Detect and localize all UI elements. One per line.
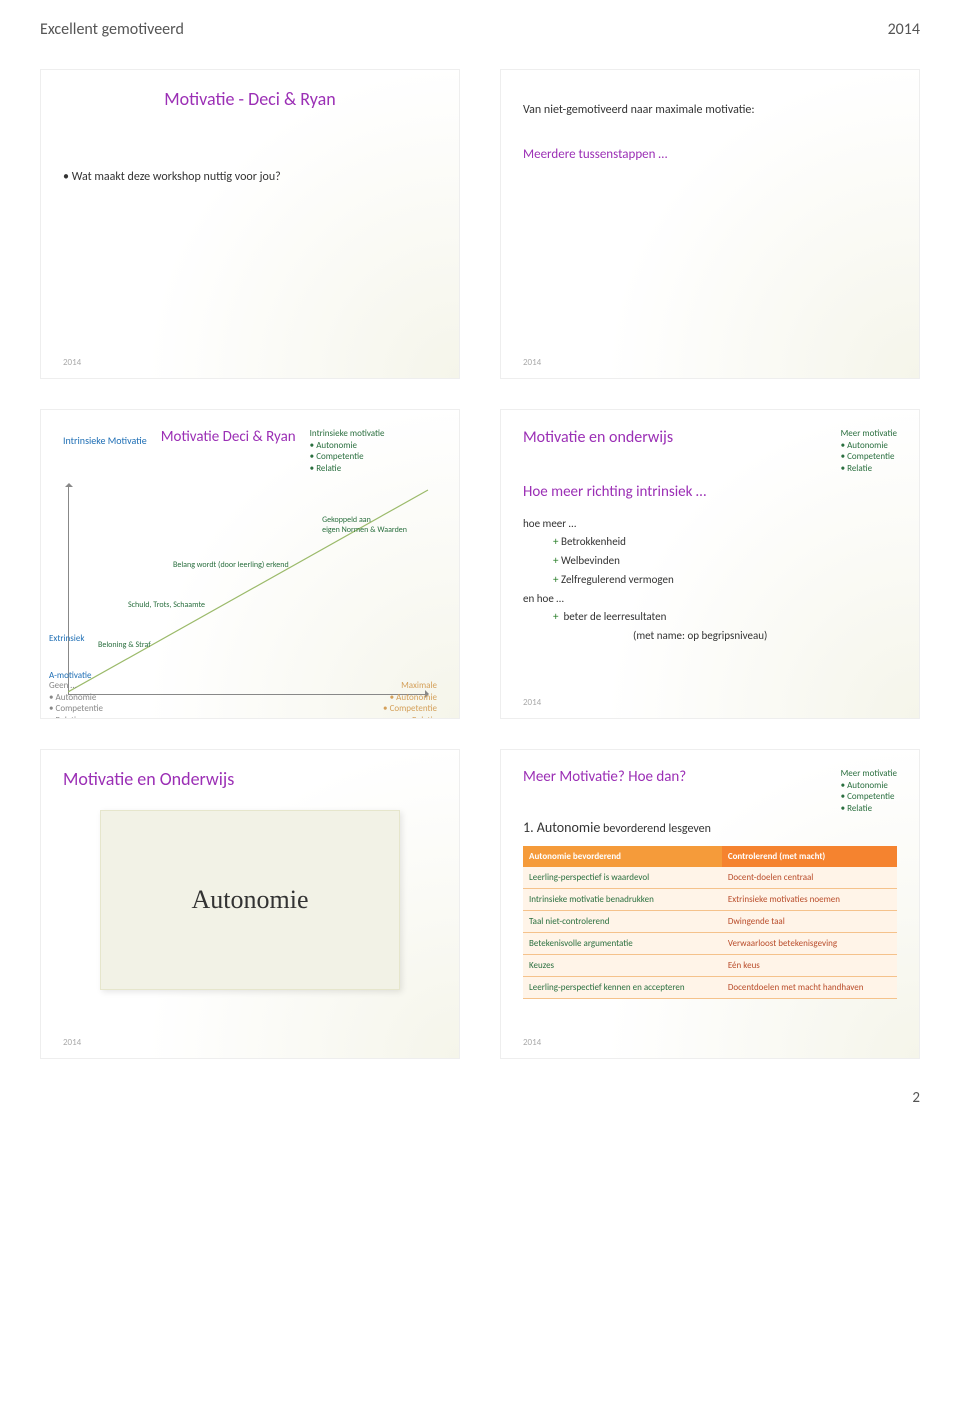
cell: Extrinsieke motivaties noemen (722, 888, 897, 910)
page-number: 2 (0, 1079, 960, 1127)
s6-year: 2014 (523, 1037, 541, 1048)
s3-top-label: Intrinsieke Motivatie (63, 434, 147, 447)
s3-geen-list: Geen … Autonomie Competentie Relatie (49, 680, 103, 719)
slide2-line2: Meerdere tussenstappen … (523, 147, 897, 162)
slides-grid: Motivatie - Deci & Ryan Wat maakt deze w… (0, 49, 960, 1079)
s3-max-list: Maximale Autonomie Competentie Relatie (383, 680, 437, 719)
s3-step4: Beloning & Straf (98, 640, 151, 650)
slide2-year: 2014 (523, 357, 541, 368)
s4-b4-text: beter de leerresultaten (563, 610, 666, 623)
s3-intr-list: Intrinsieke motivatie Autonomie Competen… (310, 428, 385, 475)
s5-box: Autonomie (100, 810, 399, 990)
s3-intr-l2: Competentie (310, 451, 385, 463)
slide1-title: Motivatie - Deci & Ryan (63, 88, 437, 110)
table-row: Betekenisvolle argumentatieVerwaarloost … (523, 932, 897, 954)
slide2-line1: Van niet-gemotiveerd naar maximale motiv… (523, 103, 897, 117)
s4-note: (met name: op begripsniveau) (523, 627, 897, 646)
cell: Docent-doelen centraal (722, 867, 897, 889)
slide-5: Motivatie en Onderwijs Autonomie 2014 (40, 749, 460, 1059)
slide-2: Van niet-gemotiveerd naar maximale motiv… (500, 69, 920, 379)
cell: Docentdoelen met macht handhaven (722, 976, 897, 998)
th-left: Autonomie bevorderend (523, 846, 722, 867)
slide-3: Intrinsieke Motivatie Motivatie Deci & R… (40, 409, 460, 719)
table-header-row: Autonomie bevorderend Controlerend (met … (523, 846, 897, 867)
s6-l1: Autonomie (841, 780, 897, 792)
s4-b2: + Welbevinden (523, 552, 897, 571)
s3-max-l3: Relatie (383, 715, 437, 719)
table-row: KeuzesEén keus (523, 954, 897, 976)
s3-step1: Gekoppeld aan eigen Normen & Waarden (322, 515, 407, 535)
cell: Verwaarloost betekenisgeving (722, 932, 897, 954)
s3-geen: Geen … (49, 680, 103, 692)
s3-step3: Schuld, Trots, Schaamte (128, 600, 205, 610)
cell: Eén keus (722, 954, 897, 976)
s4-l3: Relatie (841, 463, 897, 475)
slide-6: Meer Motivatie? Hoe dan? Meer motivatie … (500, 749, 920, 1059)
s3-step2: Belang wordt (door leerling) erkend (173, 560, 289, 570)
s6-meer-list: Meer motivatie Autonomie Competentie Rel… (841, 768, 897, 815)
s4-b4: + beter de leerresultaten (523, 608, 897, 627)
s4-hoemeer: hoe meer … (523, 515, 897, 534)
s4-b2-text: Welbevinden (561, 554, 620, 567)
doc-year: 2014 (888, 20, 920, 39)
s3-geen-l1: Autonomie (49, 692, 103, 704)
s4-title: Motivatie en onderwijs (523, 428, 673, 447)
s4-meer-list: Meer motivatie Autonomie Competentie Rel… (841, 428, 897, 475)
s3-diagram: Gekoppeld aan eigen Normen & Waarden Bel… (63, 475, 437, 719)
s3-title: Motivatie Deci & Ryan (161, 428, 296, 446)
diag-line-svg (68, 480, 438, 695)
s3-intr-head: Intrinsieke motivatie (310, 428, 385, 440)
s3-max: Maximale (383, 680, 437, 692)
s4-meer-head: Meer motivatie (841, 428, 897, 440)
s4-sub: Hoe meer richting intrinsiek … (523, 483, 897, 501)
s3-max-l2: Competentie (383, 703, 437, 715)
s4-l1: Autonomie (841, 440, 897, 452)
cell: Betekenisvolle argumentatie (523, 932, 722, 954)
s4-b3: + Zelfregulerend vermogen (523, 571, 897, 590)
s4-year: 2014 (523, 697, 541, 708)
s6-l3: Relatie (841, 803, 897, 815)
s5-title: Motivatie en Onderwijs (63, 768, 437, 790)
cell: Intrinsieke motivatie benadrukken (523, 888, 722, 910)
table-row: Intrinsieke motivatie benadrukkenExtrins… (523, 888, 897, 910)
cell: Taal niet-controlerend (523, 910, 722, 932)
s4-b1-text: Betrokkenheid (561, 535, 626, 548)
s3-geen-l3: Relatie (49, 715, 103, 719)
slide1-bullet: Wat maakt deze workshop nuttig voor jou? (63, 170, 437, 184)
s3-geen-l2: Competentie (49, 703, 103, 715)
s5-year: 2014 (63, 1037, 81, 1048)
cell: Dwingende taal (722, 910, 897, 932)
slide-4: Motivatie en onderwijs Meer motivatie Au… (500, 409, 920, 719)
cell: Keuzes (523, 954, 722, 976)
s4-body: hoe meer … + Betrokkenheid + Welbevinden… (523, 515, 897, 646)
s3-extr: Extrinsiek (49, 633, 84, 644)
s4-l2: Competentie (841, 451, 897, 463)
table-row: Leerling-perspectief kennen en acceptere… (523, 976, 897, 998)
s3-intr-l1: Autonomie (310, 440, 385, 452)
s6-title: Meer Motivatie? Hoe dan? (523, 768, 686, 786)
s4-b1: + Betrokkenheid (523, 533, 897, 552)
s6-l2: Competentie (841, 791, 897, 803)
doc-title: Excellent gemotiveerd (40, 20, 184, 39)
s6-meer-head: Meer motivatie (841, 768, 897, 780)
slide-1: Motivatie - Deci & Ryan Wat maakt deze w… (40, 69, 460, 379)
page-header: Excellent gemotiveerd 2014 (0, 0, 960, 49)
s5-box-text: Autonomie (192, 885, 309, 915)
s4-enhoe: en hoe … (523, 590, 897, 609)
cell: Leerling-perspectief is waardevol (523, 867, 722, 889)
s3-max-l1: Autonomie (383, 692, 437, 704)
s3-intr-l3: Relatie (310, 463, 385, 475)
table-row: Taal niet-controlerendDwingende taal (523, 910, 897, 932)
cell: Leerling-perspectief kennen en acceptere… (523, 976, 722, 998)
s6-sub-prefix: 1. Autonomie (523, 819, 600, 836)
s6-sub-rest: bevorderend lesgeven (600, 822, 711, 836)
s6-table: Autonomie bevorderend Controlerend (met … (523, 846, 897, 999)
s6-sub: 1. Autonomie bevorderend lesgeven (523, 819, 897, 836)
th-right: Controlerend (met macht) (722, 846, 897, 867)
table-row: Leerling-perspectief is waardevolDocent-… (523, 867, 897, 889)
slide1-year: 2014 (63, 357, 81, 368)
s4-b3-text: Zelfregulerend vermogen (561, 573, 674, 586)
